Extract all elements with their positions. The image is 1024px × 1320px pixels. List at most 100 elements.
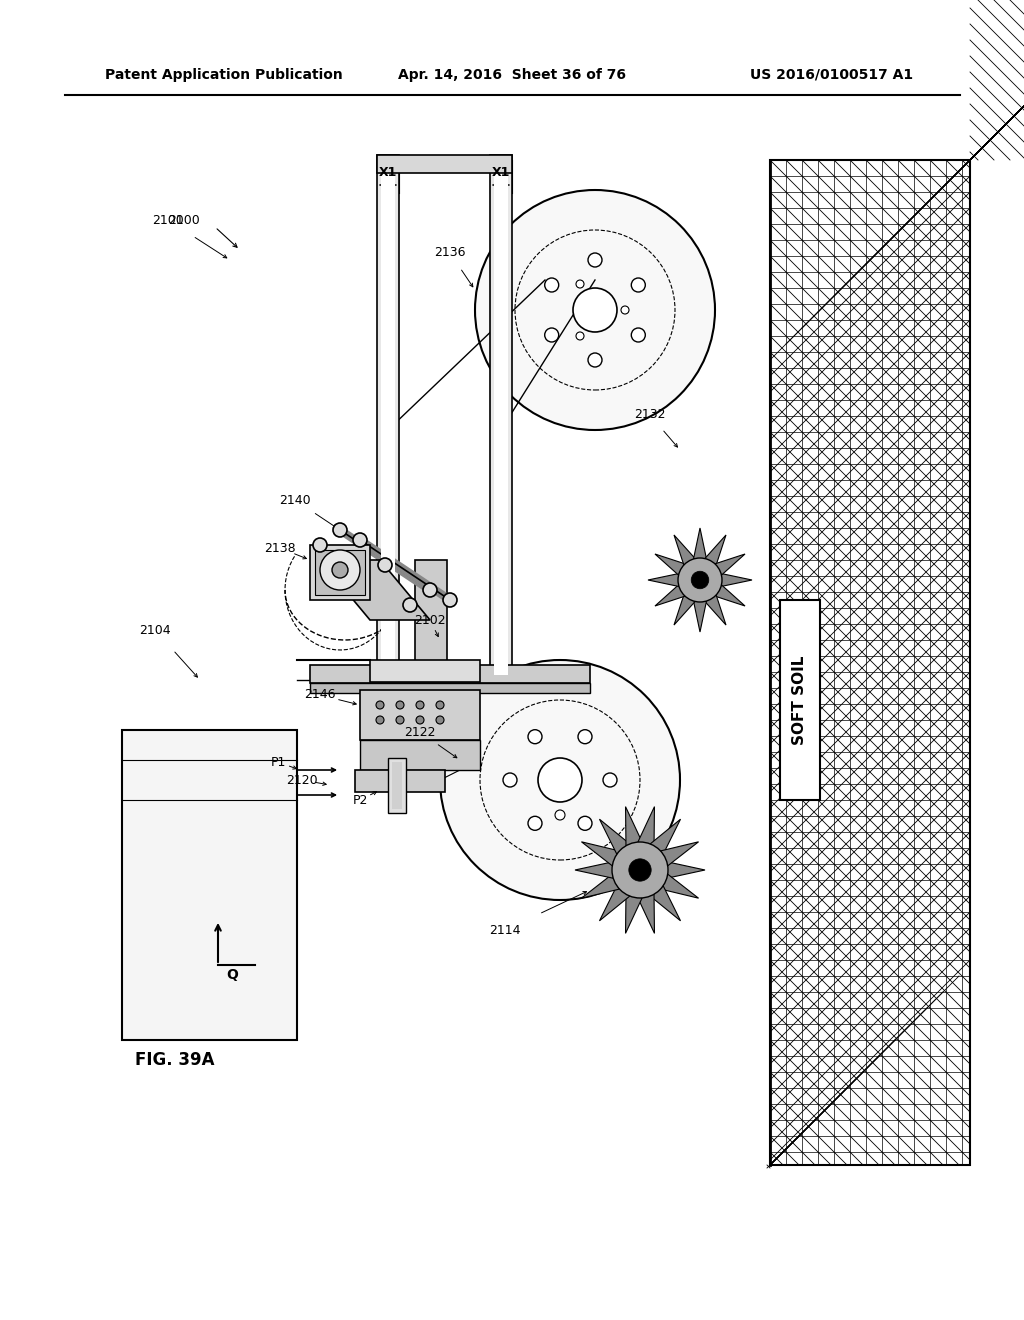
Circle shape — [575, 333, 584, 341]
Polygon shape — [667, 862, 705, 878]
Bar — [770, 160, 970, 1166]
Bar — [310, 682, 590, 693]
Circle shape — [528, 816, 542, 830]
Polygon shape — [638, 894, 654, 933]
Polygon shape — [582, 842, 620, 866]
Polygon shape — [715, 554, 745, 576]
Bar — [388, 758, 406, 813]
Text: P2: P2 — [352, 793, 368, 807]
Circle shape — [503, 774, 517, 787]
Circle shape — [691, 572, 709, 589]
Circle shape — [416, 715, 424, 723]
Polygon shape — [655, 585, 685, 606]
Circle shape — [440, 660, 680, 900]
Circle shape — [578, 730, 592, 743]
Text: 2102: 2102 — [414, 614, 445, 627]
Bar — [360, 741, 480, 770]
Circle shape — [578, 816, 592, 830]
Circle shape — [436, 701, 444, 709]
Bar — [360, 690, 480, 741]
Circle shape — [555, 810, 565, 820]
Text: 2100: 2100 — [168, 214, 200, 227]
Polygon shape — [582, 874, 620, 898]
Circle shape — [353, 533, 367, 546]
Circle shape — [333, 523, 347, 537]
Text: P1: P1 — [270, 755, 286, 768]
Circle shape — [603, 774, 617, 787]
Circle shape — [396, 715, 404, 723]
Circle shape — [416, 701, 424, 709]
Polygon shape — [648, 573, 679, 586]
Circle shape — [632, 327, 645, 342]
Circle shape — [376, 701, 384, 709]
Circle shape — [376, 715, 384, 723]
Circle shape — [612, 842, 668, 898]
Circle shape — [545, 327, 559, 342]
Circle shape — [528, 730, 542, 743]
Bar — [381, 154, 395, 675]
Circle shape — [632, 279, 645, 292]
Polygon shape — [638, 807, 654, 846]
Text: Q: Q — [226, 968, 238, 982]
Bar — [770, 160, 970, 1166]
Polygon shape — [705, 535, 726, 565]
Circle shape — [436, 715, 444, 723]
Bar — [315, 550, 365, 595]
Bar — [392, 762, 402, 809]
Polygon shape — [655, 554, 685, 576]
Polygon shape — [650, 886, 681, 921]
Polygon shape — [715, 585, 745, 606]
Bar — [780, 601, 820, 800]
Text: 2114: 2114 — [489, 924, 521, 936]
Polygon shape — [674, 595, 695, 626]
Polygon shape — [599, 886, 630, 921]
Text: X1: X1 — [492, 166, 510, 180]
Polygon shape — [650, 820, 681, 854]
Bar — [310, 545, 370, 601]
Polygon shape — [674, 535, 695, 565]
Bar — [494, 154, 508, 675]
Text: 2104: 2104 — [139, 623, 171, 636]
Bar — [310, 665, 590, 682]
Circle shape — [396, 701, 404, 709]
Text: SOFT SOIL: SOFT SOIL — [793, 655, 808, 744]
Circle shape — [588, 253, 602, 267]
Circle shape — [629, 859, 651, 882]
Text: 2120: 2120 — [286, 774, 317, 787]
Text: 2100: 2100 — [153, 214, 184, 227]
Circle shape — [475, 190, 715, 430]
Text: 2132: 2132 — [634, 408, 666, 421]
Text: US 2016/0100517 A1: US 2016/0100517 A1 — [750, 69, 913, 82]
Circle shape — [313, 539, 327, 552]
Text: Patent Application Publication: Patent Application Publication — [105, 69, 343, 82]
Circle shape — [378, 558, 392, 572]
Polygon shape — [319, 560, 430, 620]
Bar — [377, 154, 399, 675]
Circle shape — [423, 583, 437, 597]
Text: 2136: 2136 — [434, 247, 466, 260]
Bar — [415, 560, 447, 680]
Circle shape — [332, 562, 348, 578]
Text: Apr. 14, 2016  Sheet 36 of 76: Apr. 14, 2016 Sheet 36 of 76 — [398, 69, 626, 82]
Bar — [370, 660, 480, 682]
Polygon shape — [575, 862, 613, 878]
Text: X1: X1 — [379, 166, 397, 180]
Bar — [490, 154, 512, 675]
Circle shape — [319, 550, 360, 590]
Circle shape — [538, 758, 582, 803]
Polygon shape — [693, 601, 707, 632]
Circle shape — [443, 593, 457, 607]
Circle shape — [621, 306, 629, 314]
Text: 2138: 2138 — [264, 541, 296, 554]
Bar — [377, 154, 512, 173]
Polygon shape — [626, 894, 642, 933]
Polygon shape — [721, 573, 752, 586]
Circle shape — [573, 288, 617, 333]
Polygon shape — [599, 820, 630, 854]
Circle shape — [678, 558, 722, 602]
Circle shape — [545, 279, 559, 292]
Text: FIG. 39A: FIG. 39A — [135, 1051, 215, 1069]
Bar — [122, 730, 297, 1040]
Circle shape — [588, 352, 602, 367]
Text: 2146: 2146 — [304, 689, 336, 701]
